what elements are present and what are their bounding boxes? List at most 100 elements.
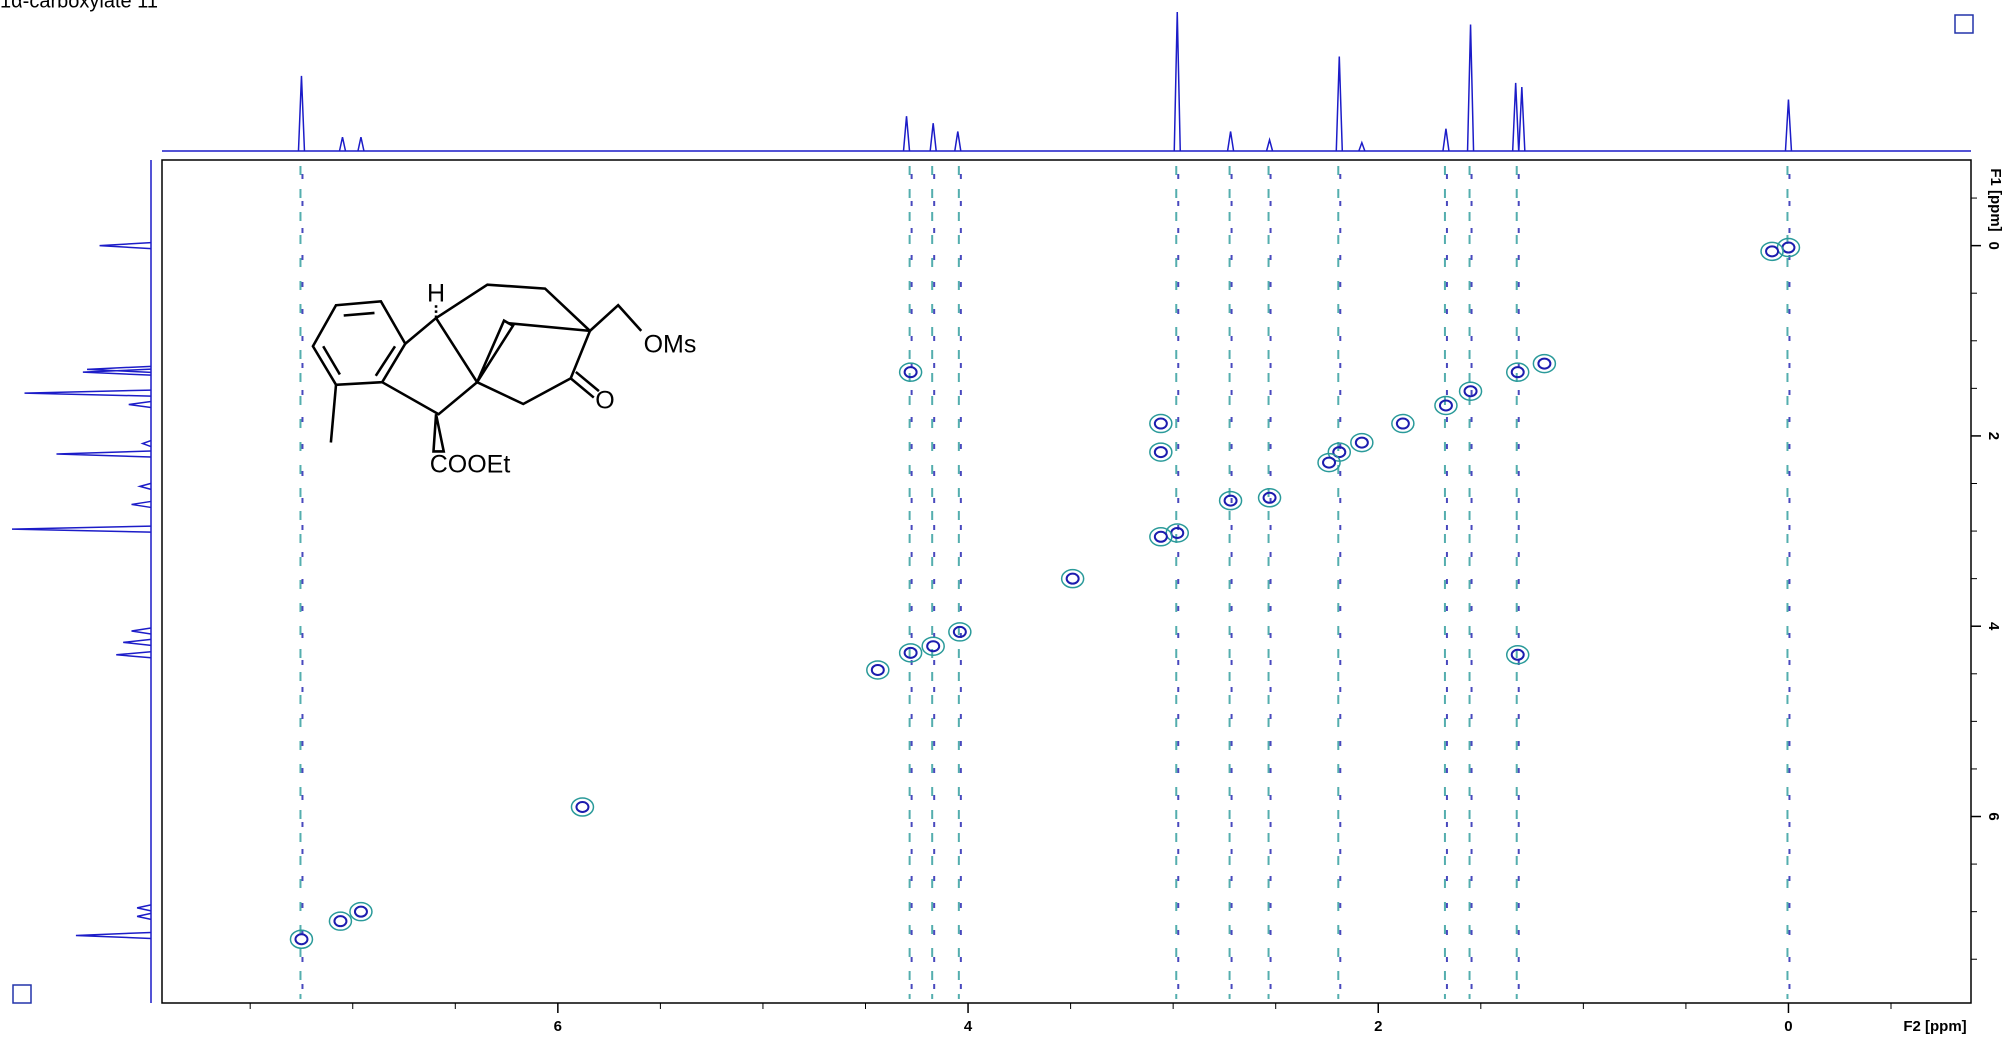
- annotation: H: [427, 280, 445, 308]
- cross-peak-contour: [898, 362, 923, 382]
- bond: [575, 370, 600, 393]
- projection-peak-f2: [1226, 131, 1235, 152]
- projection-peak-f2: [1518, 87, 1526, 152]
- cross-peak: [926, 640, 941, 653]
- x-tick-label: 0: [1784, 1018, 1792, 1035]
- cross-peak: [870, 663, 885, 676]
- plot-frame: [161, 159, 1972, 1004]
- cross-peak: [1765, 245, 1780, 258]
- x-tick-label: 4: [964, 1018, 973, 1035]
- y-tick-label: 2: [1985, 432, 2002, 440]
- projection-peak-f1: [131, 627, 152, 635]
- wedge: [432, 413, 446, 453]
- bond: [374, 345, 397, 377]
- cross-peak: [1332, 446, 1347, 459]
- annotation: COOEt: [430, 451, 511, 479]
- cross-peak-contour: [1505, 645, 1530, 665]
- y-axis-label: F1 [ppm]: [1987, 168, 2004, 231]
- cross-peak-contour: [866, 660, 890, 680]
- x-tick-label: 2: [1374, 1018, 1382, 1035]
- cross-peak-contour: [1458, 381, 1483, 401]
- x-tick-label: 6: [554, 1018, 562, 1035]
- cross-peak-contour: [898, 643, 923, 663]
- bond: [381, 316, 479, 416]
- cross-peak-contour: [289, 929, 314, 950]
- cross-peak: [353, 905, 368, 918]
- projection-peak-f1: [11, 525, 152, 533]
- projection-peak-f2: [1784, 99, 1793, 152]
- projection-peak-f1: [131, 500, 152, 509]
- projection-peak-f1: [75, 931, 152, 940]
- corner-icon[interactable]: [1954, 14, 1974, 34]
- cross-peak-contour: [1149, 442, 1173, 462]
- projection-peak-f2: [1335, 56, 1344, 152]
- projection-peak-f2: [357, 136, 365, 152]
- bond: [343, 311, 375, 317]
- projection-peak-f1: [56, 450, 152, 458]
- cross-peak: [575, 800, 590, 813]
- cross-peak-contour: [1532, 353, 1557, 374]
- projection-peak-f2: [1173, 11, 1182, 152]
- x-axis-label: F2 [ppm]: [1903, 1018, 1966, 1035]
- cross-peak-contour: [570, 797, 595, 817]
- projection-peak-f1: [87, 365, 152, 374]
- annotation: O: [595, 387, 614, 415]
- cross-peak: [1395, 417, 1410, 430]
- projection-peak-f2: [929, 123, 937, 152]
- y-tick-label: 4: [1985, 622, 2002, 631]
- cross-peak: [294, 933, 309, 946]
- cross-peak-contour: [1317, 452, 1341, 473]
- bond: [507, 321, 591, 333]
- cross-peak: [1438, 399, 1453, 412]
- projection-peak-f1: [136, 912, 152, 921]
- cross-peak: [903, 646, 918, 659]
- cross-peak-contour: [1350, 432, 1374, 453]
- cross-peak: [1781, 241, 1796, 254]
- projection-peak-f2: [1511, 82, 1520, 152]
- cross-peak: [333, 915, 348, 928]
- cross-peak: [1354, 436, 1369, 449]
- chart-title: 1α-carboxylate 11: [0, 0, 158, 12]
- projection-peak-f2: [902, 116, 911, 152]
- cross-peak-contour: [921, 636, 945, 656]
- bond: [569, 377, 595, 399]
- bond: [435, 283, 592, 406]
- projection-peak-f2: [338, 136, 347, 152]
- cross-peak: [1510, 366, 1525, 379]
- projection-peak-f1: [24, 389, 152, 397]
- cross-peak-contour: [1391, 413, 1415, 434]
- projection-peak-f1: [136, 904, 152, 912]
- cross-peak-contour: [349, 901, 373, 922]
- projection-peak-f2: [1442, 128, 1450, 152]
- projection-peak-f2: [1265, 137, 1274, 152]
- corner-icon[interactable]: [12, 984, 32, 1004]
- bond: [322, 345, 341, 376]
- cross-peak-contour: [1149, 413, 1173, 434]
- projection-peak-f1: [128, 400, 152, 409]
- cross-peak-contour: [1505, 362, 1530, 382]
- projection-peak-f2: [954, 131, 962, 152]
- y-tick-label: 0: [1985, 241, 2002, 249]
- cross-peak: [903, 366, 918, 379]
- cross-peak: [1223, 494, 1238, 507]
- projection-peak-f1: [137, 482, 152, 491]
- molecule: [311, 283, 643, 453]
- cross-peak-contour: [328, 911, 353, 931]
- cross-peak-contour: [1060, 568, 1085, 589]
- cross-peak-contour: [1218, 490, 1243, 511]
- y-tick-label: 6: [1985, 812, 2002, 820]
- cross-peak-contour: [1149, 527, 1173, 547]
- cross-peak-contour: [1257, 488, 1282, 508]
- cross-peak: [1262, 491, 1277, 504]
- projection-peak-f1: [123, 638, 152, 647]
- projection-peak-f2: [297, 75, 306, 152]
- cross-peak: [1463, 385, 1478, 398]
- bond: [329, 384, 338, 443]
- cross-peak: [1065, 572, 1080, 585]
- cross-peak: [1537, 357, 1552, 370]
- projection-peak-f1: [116, 651, 152, 659]
- annotation: OMs: [644, 331, 697, 359]
- projection-peak-f2: [1466, 24, 1475, 152]
- wedge: [475, 318, 515, 383]
